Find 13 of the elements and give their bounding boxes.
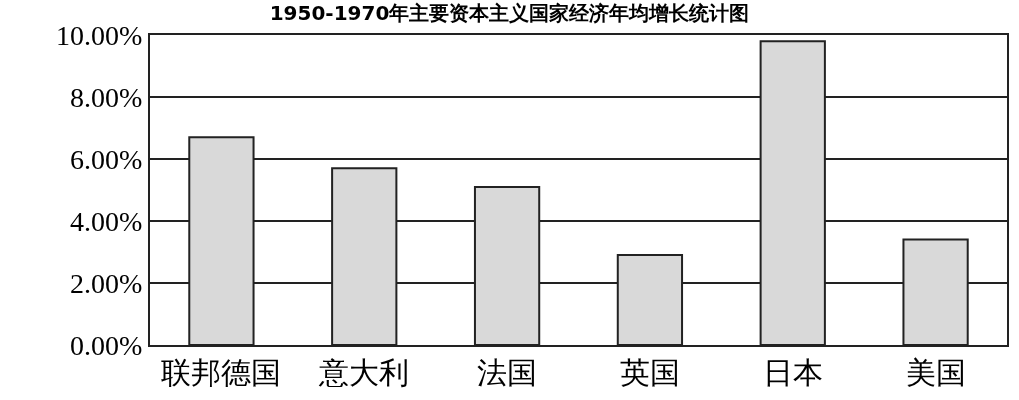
y-tick-label: 6.00% bbox=[70, 143, 143, 175]
y-tick-label: 0.00% bbox=[70, 329, 143, 361]
chart-title: 1950-1970年主要资本主义国家经济年均增长统计图 bbox=[269, 1, 750, 25]
y-tick-label: 2.00% bbox=[70, 267, 143, 299]
x-tick-label: 英国 bbox=[619, 355, 680, 390]
x-tick-label: 意大利 bbox=[318, 355, 410, 390]
x-tick-label: 美国 bbox=[905, 355, 966, 390]
x-tick-label: 联邦德国 bbox=[161, 355, 282, 390]
y-tick-label: 10.00% bbox=[56, 19, 143, 51]
x-tick-label: 日本 bbox=[762, 355, 823, 390]
y-tick-label: 4.00% bbox=[70, 205, 143, 237]
x-tick-label: 法国 bbox=[477, 355, 538, 390]
y-tick-label: 8.00% bbox=[70, 81, 143, 113]
